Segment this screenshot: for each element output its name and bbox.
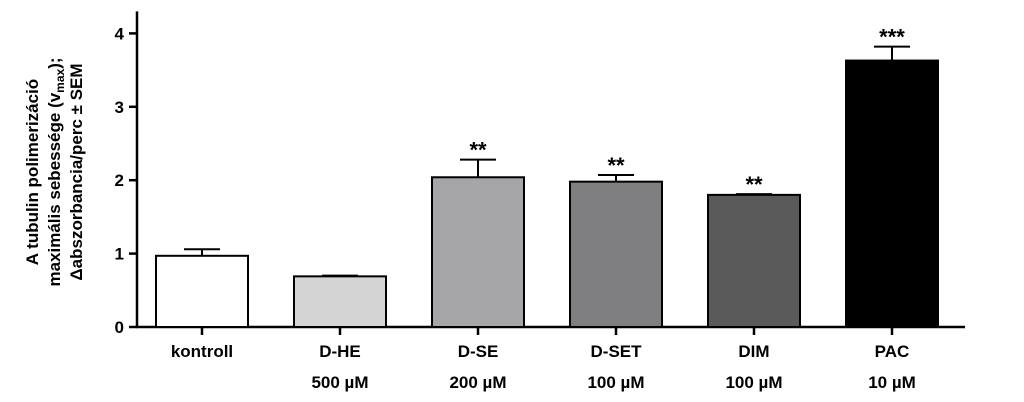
category-label: DIM [738, 342, 769, 361]
y-title-line-1: A tubulin polimerizáció [23, 79, 42, 265]
concentration-label: 500 µM [311, 373, 368, 392]
category-label: D-SE [458, 342, 499, 361]
y-tick-label: 1 [115, 245, 124, 264]
y-axis-title: A tubulin polimerizáció maximális sebessé… [23, 57, 86, 286]
bar-dim [707, 193, 801, 328]
bar-d-he [293, 275, 387, 329]
concentration-label: 10 µM [868, 373, 916, 392]
significance-stars: ** [469, 138, 487, 163]
bar-d-se [431, 176, 525, 328]
significance-stars: ** [745, 172, 763, 197]
bar-d-set [569, 180, 663, 328]
bars [155, 45, 939, 329]
y-tick-label: 0 [115, 318, 124, 337]
bar-pac [845, 59, 939, 328]
concentration-label: 200 µM [449, 373, 506, 392]
category-label: D-SET [591, 342, 643, 361]
category-label: PAC [875, 342, 910, 361]
labels: kontroll D-HE 500 µM D-SE 200 µM ** D-SET 100 µ… [171, 25, 916, 392]
y-tick-label: 3 [115, 98, 124, 117]
concentration-label: 100 µM [587, 373, 644, 392]
category-label: kontroll [171, 342, 233, 361]
concentration-label: 100 µM [725, 373, 782, 392]
y-tick-label: 4 [115, 24, 125, 43]
y-title-line-2: maximális sebessége (vmax); [45, 57, 67, 286]
significance-stars: *** [879, 25, 905, 50]
category-label: D-HE [319, 342, 361, 361]
axes: 0 1 2 3 4 [115, 11, 965, 337]
bar-kontroll [155, 254, 249, 328]
y-title-line-3: Δabszorbancia/perc ± SEM [67, 63, 86, 280]
significance-stars: ** [607, 153, 625, 178]
y-tick-label: 2 [115, 171, 124, 190]
